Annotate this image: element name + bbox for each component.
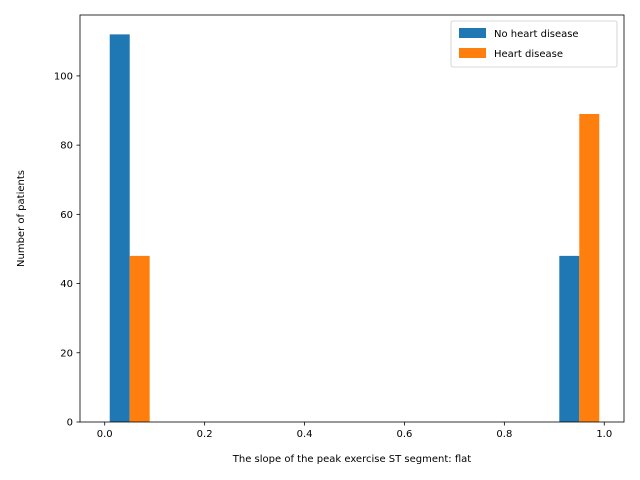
bar-series-0-bin-1 [559,255,580,422]
y-tick-label: 0 [67,418,73,429]
legend-box [450,20,618,68]
plot-area-frame [79,14,625,423]
legend-entry-label: Heart disease [494,49,563,60]
legend-entry-label: No heart disease [494,29,579,40]
x-axis-label: The slope of the peak exercise ST segmen… [232,454,471,465]
x-tick-label: 0.8 [496,429,512,440]
y-axis-label: Number of patients [16,170,27,267]
legend: No heart disease Heart disease [450,20,618,68]
x-tick-label: 0.6 [396,429,412,440]
y-tick-label: 60 [60,210,73,221]
y-axis-ticks: 0 20 40 60 80 100 [54,72,80,429]
x-tick-label: 0.2 [197,429,213,440]
bar-series-1-bin-0 [129,255,150,422]
y-tick-label: 100 [54,72,73,83]
y-tick-label: 80 [60,141,73,152]
bar-series-1-bin-1 [579,113,600,422]
bars-group [109,34,600,422]
bar-series-0-bin-0 [109,34,130,422]
x-tick-label: 0.4 [297,429,313,440]
x-axis-ticks: 0.0 0.2 0.4 0.6 0.8 1.0 [97,422,612,440]
legend-swatch [459,48,486,58]
x-tick-label: 1.0 [596,429,612,440]
x-tick-label: 0.0 [97,429,113,440]
legend-swatch [459,28,486,38]
y-tick-label: 20 [60,348,73,359]
y-tick-label: 40 [60,279,73,290]
